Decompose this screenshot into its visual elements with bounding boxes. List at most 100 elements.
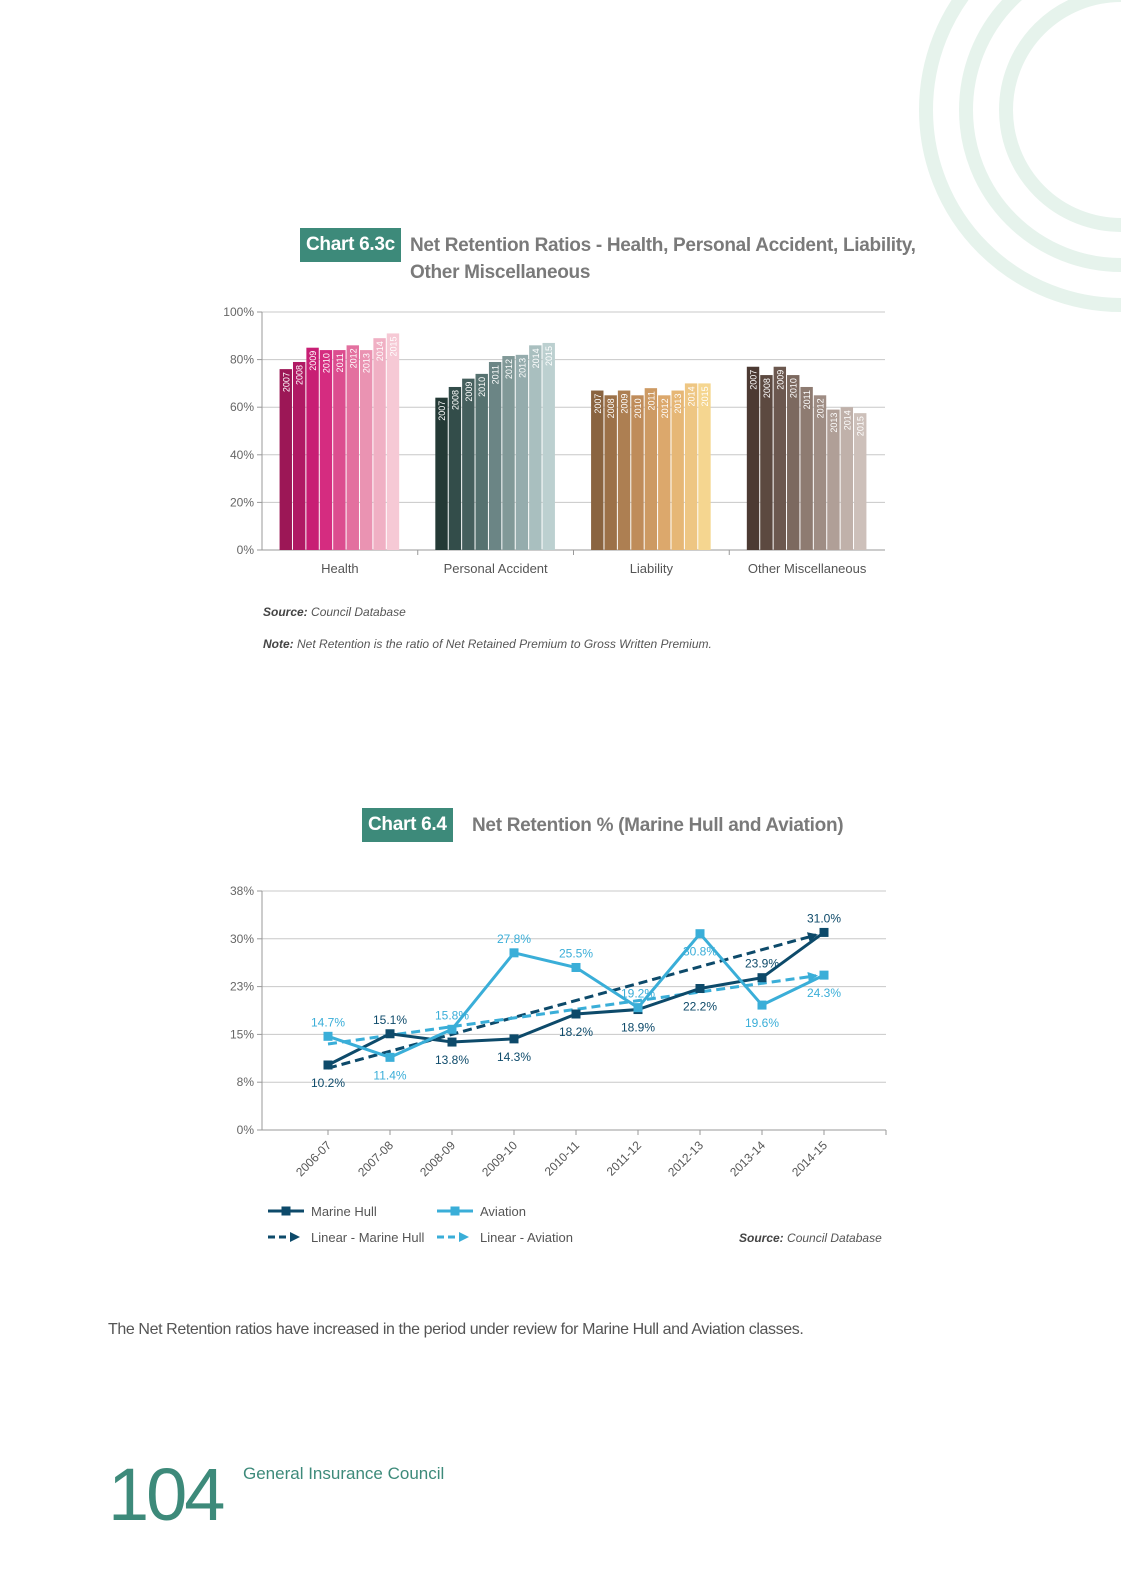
bar-label: 2011 xyxy=(802,390,812,409)
y-tick-label: 20% xyxy=(230,495,254,509)
bar xyxy=(373,338,386,550)
y-tick-label: 80% xyxy=(230,353,254,367)
bar-label: 2007 xyxy=(749,370,759,390)
bar xyxy=(333,350,346,550)
x-tick-label: 2010-11 xyxy=(542,1138,583,1179)
point xyxy=(571,1009,581,1019)
data-label: 19.2% xyxy=(621,987,655,1001)
bar xyxy=(279,369,292,550)
body-text: The Net Retention ratios have increased … xyxy=(108,1321,804,1338)
bar-label: 2007 xyxy=(593,394,603,414)
x-tick-label: 2007-08 xyxy=(355,1138,396,1179)
bar xyxy=(827,409,840,550)
bar xyxy=(813,395,827,550)
bar xyxy=(488,361,502,550)
point xyxy=(447,1024,457,1034)
point xyxy=(819,927,829,937)
data-label: 14.3% xyxy=(497,1050,531,1064)
legend-label: Aviation xyxy=(480,1204,526,1219)
bar xyxy=(359,350,373,550)
point xyxy=(633,1003,643,1013)
bar-label: 2015 xyxy=(544,346,554,366)
bar-label: 2012 xyxy=(348,348,358,368)
bar-label: 2010 xyxy=(321,353,331,373)
bar-label: 2012 xyxy=(504,359,514,379)
data-label: 19.6% xyxy=(745,1016,779,1030)
y-tick-label: 0% xyxy=(237,1123,255,1137)
point xyxy=(509,948,519,958)
data-label: 15.1% xyxy=(373,1013,407,1027)
legend-swatch xyxy=(450,1206,460,1216)
bar-label: 2013 xyxy=(829,413,839,433)
x-tick-label: 2011-12 xyxy=(604,1138,645,1179)
data-label: 15.8% xyxy=(435,1008,469,1022)
source-text: Council Database xyxy=(787,1231,882,1245)
y-tick-label: 38% xyxy=(230,884,254,898)
bar-label: 2015 xyxy=(388,336,398,356)
x-tick-label: 2014-15 xyxy=(789,1138,830,1179)
bar-label: 2007 xyxy=(437,401,447,421)
bar xyxy=(435,397,448,550)
legend-label: Linear - Aviation xyxy=(480,1230,573,1245)
bar-label: 2013 xyxy=(673,394,683,414)
bar-label: 2015 xyxy=(856,416,866,436)
bar-label: 2008 xyxy=(606,398,616,418)
bar xyxy=(854,413,867,550)
bar-label: 2010 xyxy=(789,378,799,398)
bar-label: 2013 xyxy=(362,353,372,373)
x-tick-label: Health xyxy=(321,561,359,576)
bar xyxy=(800,386,813,550)
bar xyxy=(773,366,787,550)
x-tick-label: 2012-13 xyxy=(665,1138,706,1179)
point xyxy=(757,1000,767,1010)
point xyxy=(385,1052,395,1062)
bar-label: 2011 xyxy=(646,391,656,410)
x-tick-label: 2013-14 xyxy=(727,1138,768,1179)
bar-label: 2010 xyxy=(477,377,487,397)
bar xyxy=(658,395,671,550)
data-label: 14.7% xyxy=(311,1015,345,1029)
bar xyxy=(346,345,359,550)
legend-swatch xyxy=(281,1206,291,1216)
note-text: Net Retention is the ratio of Net Retain… xyxy=(297,637,712,651)
chart-label: Chart 6.3c xyxy=(300,228,401,262)
y-tick-label: 0% xyxy=(237,543,255,557)
page-number: 104 xyxy=(108,1453,225,1536)
point xyxy=(819,970,829,980)
bar-label: 2014 xyxy=(842,410,852,430)
y-tick-label: 8% xyxy=(237,1075,255,1089)
source-label: Source: xyxy=(263,605,308,619)
data-label: 11.4% xyxy=(373,1068,406,1082)
bar xyxy=(448,386,462,550)
bar-label: 2011 xyxy=(491,365,501,384)
data-label: 27.8% xyxy=(497,932,531,946)
bar xyxy=(787,375,800,550)
bar-label: 2009 xyxy=(464,382,474,402)
decorative-arcs xyxy=(919,0,1121,312)
bar-label: 2012 xyxy=(816,398,826,418)
bar-label: 2015 xyxy=(700,386,710,406)
bar xyxy=(604,395,617,550)
chart-title: Net Retention Ratios - Health, Personal … xyxy=(410,235,916,283)
data-label: 24.3% xyxy=(807,986,841,1000)
point xyxy=(447,1037,457,1047)
note-label: Note: xyxy=(263,637,294,651)
bar-label: 2009 xyxy=(308,351,318,371)
data-label: 31.0% xyxy=(807,911,841,925)
y-tick-label: 15% xyxy=(230,1027,254,1041)
bar-label: 2008 xyxy=(295,365,305,385)
bar-label: 2008 xyxy=(762,378,772,398)
bar-label: 2009 xyxy=(775,370,785,390)
y-tick-label: 100% xyxy=(223,305,254,319)
bar xyxy=(591,390,604,550)
point xyxy=(571,962,581,972)
bar xyxy=(617,390,631,550)
bar xyxy=(386,333,400,550)
x-tick-label: 2009-10 xyxy=(479,1138,520,1179)
bar xyxy=(760,375,773,550)
bar xyxy=(631,395,644,550)
legend-label: Marine Hull xyxy=(311,1204,377,1219)
publisher: General Insurance Council xyxy=(243,1464,445,1483)
